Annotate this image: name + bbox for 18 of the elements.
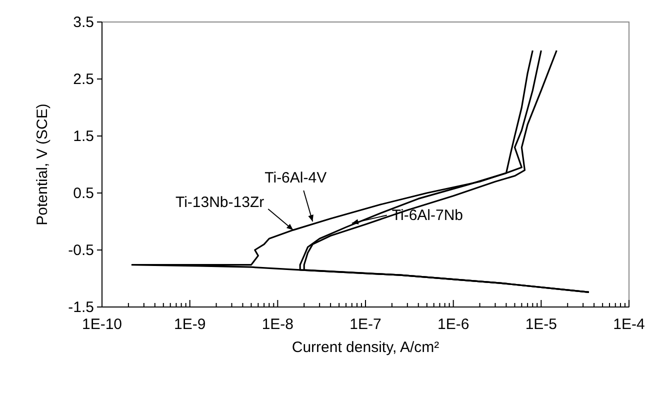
y-tick-label: 0.5 [73,185,94,202]
x-tick-label: 1E-5 [525,316,558,333]
y-tick-label: 2.5 [73,71,94,88]
y-axis-title: Potential, V (SCE) [34,104,51,226]
x-tick-label: 1E-9 [174,316,206,333]
annotation: Ti-6Al-7Nb [392,207,464,224]
y-tick-label: 3.5 [73,14,94,31]
x-tick-label: 1E-7 [350,316,382,333]
y-tick-label: 1.5 [73,128,94,145]
x-tick-label: 1E-6 [437,316,470,333]
annotation: Ti-6Al-4V [264,170,327,186]
annotation: Ti-13Nb-13Zr [175,194,264,212]
y-tick-label: -1.5 [68,299,94,316]
y-tick-label: -0.5 [68,242,94,259]
x-axis-title: Current density, A/cm² [292,339,440,356]
x-tick-label: 1E-10 [82,316,122,333]
x-tick-label: 1E-4 [613,316,645,333]
x-tick-label: 1E-8 [262,316,294,333]
